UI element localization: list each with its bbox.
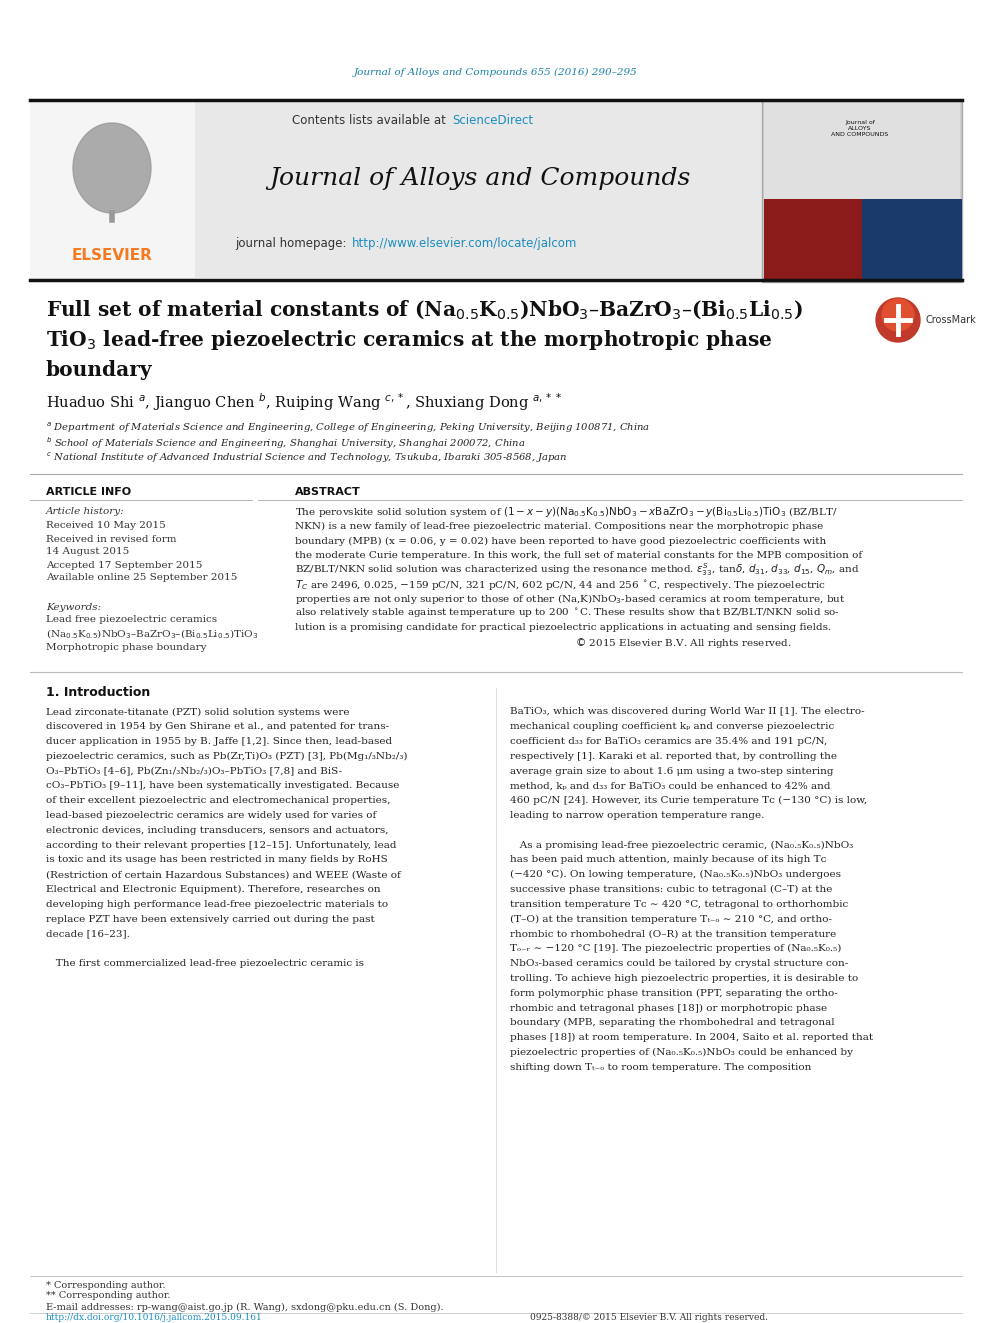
Text: Lead free piezoelectric ceramics: Lead free piezoelectric ceramics xyxy=(46,615,217,624)
Text: $^{c}$ National Institute of Advanced Industrial Science and Technology, Tsukuba: $^{c}$ National Institute of Advanced In… xyxy=(46,451,567,466)
Text: mechanical coupling coefficient kₚ and converse piezoelectric: mechanical coupling coefficient kₚ and c… xyxy=(510,722,834,732)
Text: developing high performance lead-free piezoelectric materials to: developing high performance lead-free pi… xyxy=(46,900,388,909)
Text: (T–O) at the transition temperature Tₜ₋ₒ ∼ 210 °C, and ortho-: (T–O) at the transition temperature Tₜ₋ₒ… xyxy=(510,914,832,923)
Text: cO₃–PbTiO₃ [9–11], have been systematically investigated. Because: cO₃–PbTiO₃ [9–11], have been systematica… xyxy=(46,782,400,791)
Text: form polymorphic phase transition (PPT, separating the ortho-: form polymorphic phase transition (PPT, … xyxy=(510,988,838,998)
Text: NbO₃-based ceramics could be tailored by crystal structure con-: NbO₃-based ceramics could be tailored by… xyxy=(510,959,848,968)
Text: O₃–PbTiO₃ [4–6], Pb(Zn₁/₃Nb₂/₃)O₃–PbTiO₃ [7,8] and BiS-: O₃–PbTiO₃ [4–6], Pb(Zn₁/₃Nb₂/₃)O₃–PbTiO₃… xyxy=(46,767,342,775)
Text: The first commercialized lead-free piezoelectric ceramic is: The first commercialized lead-free piezo… xyxy=(46,959,364,968)
Text: (Na$_{0.5}$K$_{0.5}$)NbO$_3$–BaZrO$_3$–(Bi$_{0.5}$Li$_{0.5}$)TiO$_3$: (Na$_{0.5}$K$_{0.5}$)NbO$_3$–BaZrO$_3$–(… xyxy=(46,627,258,640)
FancyBboxPatch shape xyxy=(764,198,862,282)
Text: lead-based piezoelectric ceramics are widely used for varies of: lead-based piezoelectric ceramics are wi… xyxy=(46,811,376,820)
Text: Tₒ₋ᵣ ∼ −120 °C [19]. The piezoelectric properties of (Na₀.₅K₀.₅): Tₒ₋ᵣ ∼ −120 °C [19]. The piezoelectric p… xyxy=(510,945,841,954)
Text: Journal of Alloys and Compounds: Journal of Alloys and Compounds xyxy=(269,167,690,189)
Circle shape xyxy=(876,298,920,343)
Text: Huaduo Shi $^{a}$, Jianguo Chen $^{b}$, Ruiping Wang $^{c,*}$, Shuxiang Dong $^{: Huaduo Shi $^{a}$, Jianguo Chen $^{b}$, … xyxy=(46,392,561,413)
Text: BZ/BLT/NKN solid solution was characterized using the resonance method. $\vareps: BZ/BLT/NKN solid solution was characteri… xyxy=(295,561,859,578)
Text: also relatively stable against temperature up to 200 $^\circ$C. These results sh: also relatively stable against temperatu… xyxy=(295,606,840,620)
Text: BaTiO₃, which was discovered during World War II [1]. The electro-: BaTiO₃, which was discovered during Worl… xyxy=(510,708,865,717)
Text: the moderate Curie temperature. In this work, the full set of material constants: the moderate Curie temperature. In this … xyxy=(295,550,862,560)
Text: $^{a}$ Department of Materials Science and Engineering, College of Engineering, : $^{a}$ Department of Materials Science a… xyxy=(46,421,650,435)
Text: rhombic to rhombohedral (O–R) at the transition temperature: rhombic to rhombohedral (O–R) at the tra… xyxy=(510,930,836,938)
FancyBboxPatch shape xyxy=(862,198,962,282)
Text: boundary (MPB, separating the rhombohedral and tetragonal: boundary (MPB, separating the rhombohedr… xyxy=(510,1019,834,1028)
Text: * Corresponding author.: * Corresponding author. xyxy=(46,1281,166,1290)
Text: leading to narrow operation temperature range.: leading to narrow operation temperature … xyxy=(510,811,765,820)
Text: boundary (MPB) (x = 0.06, y = 0.02) have been reported to have good piezoelectri: boundary (MPB) (x = 0.06, y = 0.02) have… xyxy=(295,536,826,545)
Text: phases [18]) at room temperature. In 2004, Saito et al. reported that: phases [18]) at room temperature. In 200… xyxy=(510,1033,873,1043)
Text: Received in revised form: Received in revised form xyxy=(46,534,177,544)
Text: average grain size to about 1.6 μm using a two-step sintering: average grain size to about 1.6 μm using… xyxy=(510,767,833,775)
Text: http://www.elsevier.com/locate/jalcom: http://www.elsevier.com/locate/jalcom xyxy=(352,237,577,250)
Text: discovered in 1954 by Gen Shirane et al., and patented for trans-: discovered in 1954 by Gen Shirane et al.… xyxy=(46,722,389,732)
Text: Keywords:: Keywords: xyxy=(46,602,101,611)
Text: Available online 25 September 2015: Available online 25 September 2015 xyxy=(46,573,237,582)
Text: Article history:: Article history: xyxy=(46,508,125,516)
Text: 0925-8388/© 2015 Elsevier B.V. All rights reserved.: 0925-8388/© 2015 Elsevier B.V. All right… xyxy=(530,1314,768,1323)
Text: rhombic and tetragonal phases [18]) or morphotropic phase: rhombic and tetragonal phases [18]) or m… xyxy=(510,1003,827,1012)
Text: of their excellent piezoelectric and electromechanical properties,: of their excellent piezoelectric and ele… xyxy=(46,796,391,806)
FancyBboxPatch shape xyxy=(195,101,765,278)
Text: Electrical and Electronic Equipment). Therefore, researches on: Electrical and Electronic Equipment). Th… xyxy=(46,885,381,894)
Text: transition temperature Tᴄ ∼ 420 °C, tetragonal to orthorhombic: transition temperature Tᴄ ∼ 420 °C, tetr… xyxy=(510,900,848,909)
Text: ELSEVIER: ELSEVIER xyxy=(71,247,153,262)
Text: $T_C$ are 2496, 0.025, $-$159 pC/N, 321 pC/N, 602 pC/N, 44 and 256 $^\circ$C, re: $T_C$ are 2496, 0.025, $-$159 pC/N, 321 … xyxy=(295,578,825,591)
Text: E-mail addresses: rp-wang@aist.go.jp (R. Wang), sxdong@pku.edu.cn (S. Dong).: E-mail addresses: rp-wang@aist.go.jp (R.… xyxy=(46,1302,443,1311)
Text: trolling. To achieve high piezoelectric properties, it is desirable to: trolling. To achieve high piezoelectric … xyxy=(510,974,858,983)
Text: Accepted 17 September 2015: Accepted 17 September 2015 xyxy=(46,561,202,569)
FancyBboxPatch shape xyxy=(30,101,195,280)
Text: Morphotropic phase boundary: Morphotropic phase boundary xyxy=(46,643,206,652)
Text: method, kₚ and d₃₃ for BaTiO₃ could be enhanced to 42% and: method, kₚ and d₃₃ for BaTiO₃ could be e… xyxy=(510,782,830,791)
Text: Journal of Alloys and Compounds 655 (2016) 290–295: Journal of Alloys and Compounds 655 (201… xyxy=(354,67,638,77)
Text: The perovskite solid solution system of $(1-x-y)(\mathrm{Na}_{0.5}\mathrm{K}_{0.: The perovskite solid solution system of … xyxy=(295,505,837,519)
Text: Full set of material constants of (Na$_{0.5}$K$_{0.5}$)NbO$_3$–BaZrO$_3$–(Bi$_{0: Full set of material constants of (Na$_{… xyxy=(46,299,803,321)
Text: Journal of
ALLOYS
AND COMPOUNDS: Journal of ALLOYS AND COMPOUNDS xyxy=(831,120,889,136)
FancyBboxPatch shape xyxy=(764,101,960,200)
Text: ScienceDirect: ScienceDirect xyxy=(452,114,533,127)
Text: electronic devices, including transducers, sensors and actuators,: electronic devices, including transducer… xyxy=(46,826,389,835)
Text: $^{b}$ School of Materials Science and Engineering, Shanghai University, Shangha: $^{b}$ School of Materials Science and E… xyxy=(46,435,526,451)
Text: ARTICLE INFO: ARTICLE INFO xyxy=(46,487,131,497)
Text: Contents lists available at: Contents lists available at xyxy=(293,114,450,127)
Text: has been paid much attention, mainly because of its high Tᴄ: has been paid much attention, mainly bec… xyxy=(510,856,826,864)
Text: ** Corresponding author.: ** Corresponding author. xyxy=(46,1291,171,1301)
Text: is toxic and its usage has been restricted in many fields by RoHS: is toxic and its usage has been restrict… xyxy=(46,856,388,864)
Text: NKN) is a new family of lead-free piezoelectric material. Compositions near the : NKN) is a new family of lead-free piezoe… xyxy=(295,523,823,531)
Text: coefficient d₃₃ for BaTiO₃ ceramics are 35.4% and 191 pC/N,: coefficient d₃₃ for BaTiO₃ ceramics are … xyxy=(510,737,827,746)
Text: (−420 °C). On lowing temperature, (Na₀.₅K₀.₅)NbO₃ undergoes: (−420 °C). On lowing temperature, (Na₀.₅… xyxy=(510,871,841,880)
Text: 14 August 2015: 14 August 2015 xyxy=(46,548,129,557)
Text: respectively [1]. Karaki et al. reported that, by controlling the: respectively [1]. Karaki et al. reported… xyxy=(510,751,837,761)
Text: As a promising lead-free piezoelectric ceramic, (Na₀.₅K₀.₅)NbO₃: As a promising lead-free piezoelectric c… xyxy=(510,840,853,849)
Text: Lead zirconate-titanate (PZT) solid solution systems were: Lead zirconate-titanate (PZT) solid solu… xyxy=(46,708,349,717)
Text: successive phase transitions: cubic to tetragonal (C–T) at the: successive phase transitions: cubic to t… xyxy=(510,885,832,894)
Ellipse shape xyxy=(73,123,151,213)
Text: Received 10 May 2015: Received 10 May 2015 xyxy=(46,521,166,531)
Text: (Restriction of certain Hazardous Substances) and WEEE (Waste of: (Restriction of certain Hazardous Substa… xyxy=(46,871,401,880)
Text: TiO$_3$ lead-free piezoelectric ceramics at the morphotropic phase: TiO$_3$ lead-free piezoelectric ceramics… xyxy=(46,328,773,352)
Text: replace PZT have been extensively carried out during the past: replace PZT have been extensively carrie… xyxy=(46,914,375,923)
Text: ABSTRACT: ABSTRACT xyxy=(295,487,361,497)
Text: piezoelectric ceramics, such as Pb(Zr,Ti)O₃ (PZT) [3], Pb(Mg₁/₃Nb₂/₃): piezoelectric ceramics, such as Pb(Zr,Ti… xyxy=(46,751,408,761)
Text: CrossMark: CrossMark xyxy=(926,315,977,325)
Text: http://dx.doi.org/10.1016/j.jallcom.2015.09.161: http://dx.doi.org/10.1016/j.jallcom.2015… xyxy=(46,1314,263,1323)
FancyBboxPatch shape xyxy=(762,101,962,282)
Text: $\copyright$ 2015 Elsevier B.V. All rights reserved.: $\copyright$ 2015 Elsevier B.V. All righ… xyxy=(295,635,792,650)
Text: properties are not only superior to those of other (Na,K)NbO$_3$-based ceramics : properties are not only superior to thos… xyxy=(295,591,845,606)
Text: shifting down Tₜ₋ₒ to room temperature. The composition: shifting down Tₜ₋ₒ to room temperature. … xyxy=(510,1062,811,1072)
Text: 460 pC/N [24]. However, its Curie temperature Tᴄ (−130 °C) is low,: 460 pC/N [24]. However, its Curie temper… xyxy=(510,796,867,806)
Text: boundary: boundary xyxy=(46,360,153,380)
Text: ducer application in 1955 by B. Jaffe [1,2]. Since then, lead-based: ducer application in 1955 by B. Jaffe [1… xyxy=(46,737,392,746)
Text: according to their relevant properties [12–15]. Unfortunately, lead: according to their relevant properties [… xyxy=(46,840,397,849)
Circle shape xyxy=(882,299,914,331)
Text: journal homepage:: journal homepage: xyxy=(235,237,350,250)
Text: decade [16–23].: decade [16–23]. xyxy=(46,930,130,938)
Text: lution is a promising candidate for practical piezoelectric applications in actu: lution is a promising candidate for prac… xyxy=(295,623,831,632)
Text: 1. Introduction: 1. Introduction xyxy=(46,687,150,700)
Text: piezoelectric properties of (Na₀.₅K₀.₅)NbO₃ could be enhanced by: piezoelectric properties of (Na₀.₅K₀.₅)N… xyxy=(510,1048,853,1057)
